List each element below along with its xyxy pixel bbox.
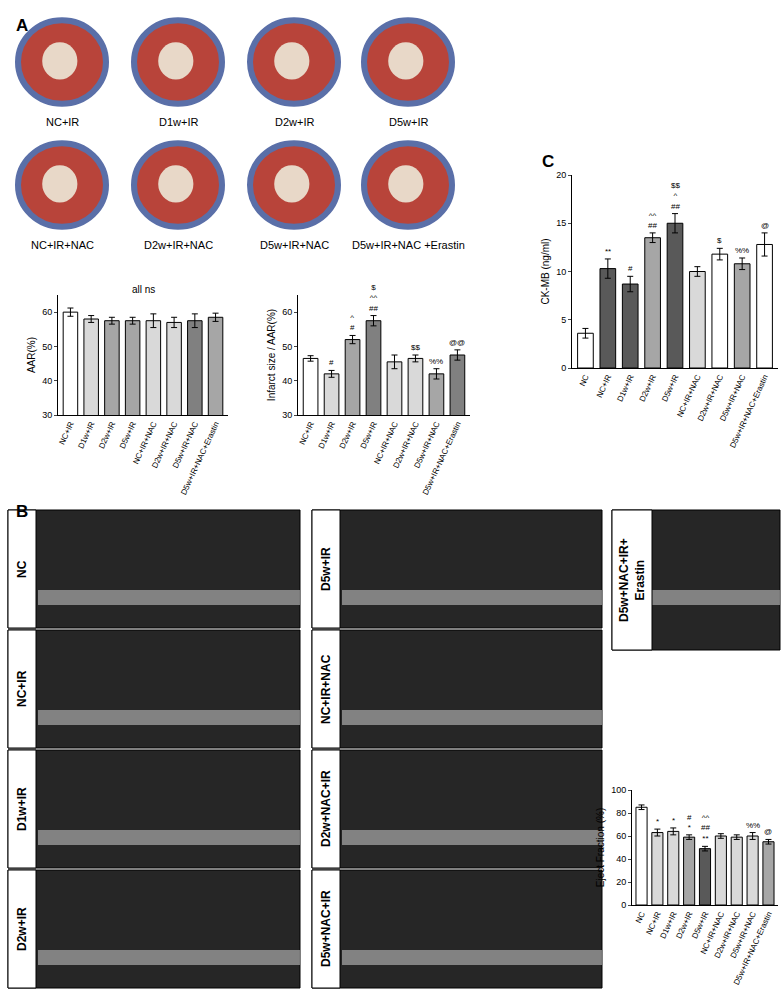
svg-text:10: 10 xyxy=(556,267,566,277)
svg-text:50: 50 xyxy=(42,342,52,352)
svg-text:D2w+IR+NAC: D2w+IR+NAC xyxy=(696,373,725,423)
svg-text:NC+IR: NC+IR xyxy=(15,670,29,707)
svg-text:D5w+IR: D5w+IR xyxy=(690,910,710,940)
svg-text:D2w+IR: D2w+IR xyxy=(674,910,694,940)
svg-text:40: 40 xyxy=(616,854,626,864)
svg-text:D2w+IR+NAC: D2w+IR+NAC xyxy=(713,910,742,960)
svg-text:D2w+NAC+IR: D2w+NAC+IR xyxy=(319,770,333,847)
svg-text:^^##**: ^^##** xyxy=(701,813,710,843)
svg-text:@: @ xyxy=(761,221,769,230)
svg-text:NC+IR: NC+IR xyxy=(57,420,75,446)
svg-text:60: 60 xyxy=(42,307,52,317)
svg-text:40: 40 xyxy=(42,376,52,386)
svg-text:D5w+NAC+IR+Erastin: D5w+NAC+IR+Erastin xyxy=(617,538,647,622)
svg-text:30: 30 xyxy=(282,410,292,420)
svg-text:D2w+IR+NAC: D2w+IR+NAC xyxy=(150,420,179,470)
svg-text:^#: ^# xyxy=(350,313,355,332)
svg-text:80: 80 xyxy=(616,808,626,818)
svg-text:NC+IR+NAC: NC+IR+NAC xyxy=(131,420,159,466)
svg-text:D5w+IR+NAC+Erastin: D5w+IR+NAC+Erastin xyxy=(728,373,770,449)
svg-text:#*: #* xyxy=(687,813,692,832)
svg-text:NC+IR: NC+IR xyxy=(644,910,662,936)
svg-text:D5w+IR+NAC: D5w+IR+NAC xyxy=(412,420,441,470)
svg-text:D5w+IR+NAC: D5w+IR+NAC xyxy=(260,239,329,251)
svg-text:@: @ xyxy=(764,827,772,836)
svg-text:D5w+IR+NAC+Erastin: D5w+IR+NAC+Erastin xyxy=(732,910,774,986)
svg-text:D1w+IR: D1w+IR xyxy=(615,373,635,403)
svg-text:$^^##: $^^## xyxy=(369,283,378,313)
svg-text:NC: NC xyxy=(15,560,29,578)
svg-text:D2w+IR: D2w+IR xyxy=(97,420,117,450)
svg-text:D5w+IR: D5w+IR xyxy=(319,547,333,591)
svg-text:NC+IR: NC+IR xyxy=(298,420,316,446)
svg-text:@@: @@ xyxy=(449,338,465,347)
svg-text:*: * xyxy=(672,816,675,825)
svg-text:100: 100 xyxy=(611,785,626,795)
svg-text:D2w+IR+NAC: D2w+IR+NAC xyxy=(144,239,213,251)
svg-text:30: 30 xyxy=(42,410,52,420)
svg-text:$$: $$ xyxy=(411,343,420,352)
svg-text:$$^##: $$^## xyxy=(671,181,680,211)
svg-text:D1w+IR: D1w+IR xyxy=(658,910,678,940)
svg-text:0: 0 xyxy=(561,363,566,373)
svg-text:D2w+IR: D2w+IR xyxy=(638,373,658,403)
svg-text:D5w+IR: D5w+IR xyxy=(118,420,138,450)
svg-text:D1w+IR: D1w+IR xyxy=(76,420,96,450)
svg-text:%%: %% xyxy=(429,357,443,366)
svg-text:NC+IR+NAC: NC+IR+NAC xyxy=(372,420,400,466)
svg-text:$: $ xyxy=(717,236,722,245)
svg-text:NC: NC xyxy=(578,373,591,387)
svg-text:D5w+IR+NAC+Erastin: D5w+IR+NAC+Erastin xyxy=(421,420,463,496)
svg-text:C: C xyxy=(542,152,554,171)
svg-text:*: * xyxy=(656,817,659,826)
svg-text:^^##: ^^## xyxy=(648,211,657,230)
svg-text:D1w+IR: D1w+IR xyxy=(159,116,198,128)
svg-text:AAR(%): AAR(%) xyxy=(26,337,37,373)
svg-text:15: 15 xyxy=(556,218,566,228)
svg-text:50: 50 xyxy=(282,342,292,352)
svg-text:D2w+IR: D2w+IR xyxy=(15,907,29,951)
svg-text:D5w+IR: D5w+IR xyxy=(389,116,428,128)
svg-text:D5w+IR: D5w+IR xyxy=(359,420,379,450)
svg-text:B: B xyxy=(16,502,28,521)
svg-text:D5w+IR+NAC+Erastin: D5w+IR+NAC+Erastin xyxy=(179,420,221,496)
svg-text:Infarct size / AAR(%): Infarct size / AAR(%) xyxy=(266,309,277,401)
svg-text:60: 60 xyxy=(282,307,292,317)
svg-text:D5w+IR+NAC: D5w+IR+NAC xyxy=(718,373,747,423)
svg-text:D2w+IR+NAC: D2w+IR+NAC xyxy=(392,420,421,470)
svg-text:20: 20 xyxy=(616,877,626,887)
svg-text:D5w+NAC+IR: D5w+NAC+IR xyxy=(319,890,333,967)
svg-text:D5w+IR+NAC +Erastin: D5w+IR+NAC +Erastin xyxy=(352,239,465,251)
svg-text:D1w+IR: D1w+IR xyxy=(15,787,29,831)
svg-text:D5w+IR+NAC: D5w+IR+NAC xyxy=(729,910,758,960)
svg-text:0: 0 xyxy=(621,900,626,910)
svg-text:20: 20 xyxy=(556,170,566,180)
svg-text:all ns: all ns xyxy=(132,284,155,295)
svg-text:D2w+IR: D2w+IR xyxy=(338,420,358,450)
svg-text:60: 60 xyxy=(616,831,626,841)
svg-text:D5w+IR+NAC: D5w+IR+NAC xyxy=(171,420,200,470)
svg-text:NC+IR: NC+IR xyxy=(46,116,79,128)
svg-text:NC+IR+NAC: NC+IR+NAC xyxy=(31,239,94,251)
svg-text:Eject Fraction (%): Eject Fraction (%) xyxy=(595,808,606,887)
svg-text:**: ** xyxy=(605,247,611,256)
svg-text:D5w+IR: D5w+IR xyxy=(660,373,680,403)
svg-text:40: 40 xyxy=(282,376,292,386)
svg-text:5: 5 xyxy=(561,315,566,325)
svg-text:NC+IR+NAC: NC+IR+NAC xyxy=(675,373,703,419)
svg-text:A: A xyxy=(16,16,28,35)
svg-text:D2w+IR: D2w+IR xyxy=(275,116,314,128)
svg-text:D1w+IR: D1w+IR xyxy=(317,420,337,450)
svg-text:%%: %% xyxy=(746,821,760,830)
svg-text:NC: NC xyxy=(634,910,647,924)
svg-text:#: # xyxy=(628,264,633,273)
svg-text:%%: %% xyxy=(735,246,749,255)
svg-text:CK-MB (ng/ml): CK-MB (ng/ml) xyxy=(540,238,551,304)
svg-text:#: # xyxy=(329,358,334,367)
svg-text:NC+IR: NC+IR xyxy=(595,373,613,399)
svg-text:NC+IR+NAC: NC+IR+NAC xyxy=(699,910,727,956)
svg-text:NC+IR+NAC: NC+IR+NAC xyxy=(319,654,333,724)
